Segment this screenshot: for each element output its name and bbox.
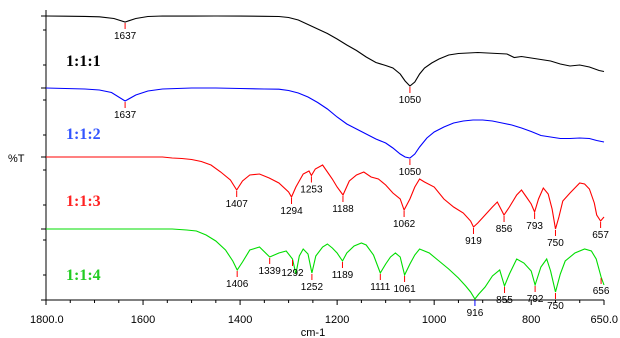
series-line-1 bbox=[45, 15, 605, 87]
x-tick-label: 1400 bbox=[228, 314, 252, 326]
peak-label: 1252 bbox=[301, 282, 324, 293]
series-label-1: 1:1:1 bbox=[66, 53, 101, 70]
peak-label: 656 bbox=[593, 286, 610, 297]
peak-label: 1294 bbox=[280, 206, 303, 217]
x-tick-label: 650.0 bbox=[590, 314, 618, 326]
peak-label: 750 bbox=[547, 238, 564, 249]
y-axis-ticks bbox=[41, 15, 46, 301]
peak-label: 1637 bbox=[114, 110, 137, 121]
peak-label: 1062 bbox=[393, 219, 416, 230]
peak-label: 1406 bbox=[226, 279, 249, 290]
peak-label: 657 bbox=[592, 230, 609, 241]
peak-label: 1061 bbox=[393, 284, 416, 295]
peak-label: 750 bbox=[547, 301, 564, 312]
peak-label: 1111 bbox=[370, 282, 390, 293]
plot-frame bbox=[45, 10, 604, 301]
peak-label: 1050 bbox=[399, 95, 422, 106]
x-tick-label: 800 bbox=[522, 314, 540, 326]
peak-label: 855 bbox=[496, 295, 513, 306]
peak-label: 1253 bbox=[300, 185, 323, 196]
series-label-2: 1:1:2 bbox=[66, 126, 101, 143]
x-tick-label: 1800.0 bbox=[30, 314, 64, 326]
series-line-2 bbox=[45, 87, 605, 159]
peak-label: 916 bbox=[467, 308, 484, 319]
peak-label: 1050 bbox=[399, 167, 422, 178]
series-label-4: 1:1:4 bbox=[66, 267, 101, 284]
peak-label: 1292 bbox=[281, 268, 304, 279]
series-label-3: 1:1:3 bbox=[66, 193, 101, 210]
x-axis-title: cm-1 bbox=[301, 327, 325, 338]
annotation-layer: 1637 1050 1637 1050 1407 1294 1253 1188 1062 919 8… bbox=[114, 23, 610, 319]
series-label-layer: 1:1:1 1:1:2 1:1:3 1:1:4 bbox=[66, 53, 101, 284]
x-tick-label: 1000 bbox=[422, 314, 446, 326]
peak-label: 919 bbox=[465, 236, 482, 247]
x-tick-label: 1200 bbox=[325, 314, 349, 326]
peak-label: 1407 bbox=[226, 199, 249, 210]
x-axis-ticks: 1800.0 1600 1400 1200 1000 800 650.0 bbox=[30, 300, 618, 326]
series-line-4 bbox=[46, 228, 605, 300]
peak-label: 856 bbox=[496, 224, 513, 235]
peak-label: 792 bbox=[527, 294, 544, 305]
peak-label: 1339 bbox=[259, 266, 282, 277]
series-line-3 bbox=[46, 156, 605, 230]
y-axis-title: %T bbox=[8, 153, 25, 165]
peak-label: 1188 bbox=[332, 204, 354, 215]
series-layer bbox=[45, 15, 605, 300]
x-tick-label: 1600 bbox=[131, 314, 155, 326]
peak-label: 793 bbox=[526, 221, 543, 232]
peak-label: 1637 bbox=[114, 31, 137, 42]
peak-label: 1189 bbox=[332, 270, 354, 281]
